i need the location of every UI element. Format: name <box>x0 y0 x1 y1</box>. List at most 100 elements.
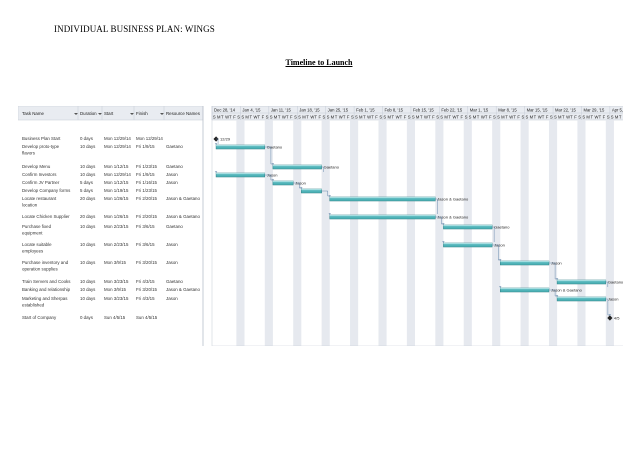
dependency-arrow-icon <box>214 143 218 145</box>
day-letter: T <box>534 115 537 120</box>
bar-resource-label: Gaetano <box>267 145 283 150</box>
day-letter: W <box>424 115 428 120</box>
task-name: Locate restaurant <box>22 196 57 201</box>
dependency-arrow-icon <box>499 259 502 261</box>
day-letter: T <box>392 115 395 120</box>
dependency-arrow-icon <box>271 163 275 165</box>
dependency-link <box>605 281 609 287</box>
sort-arrow-icon <box>98 113 102 115</box>
task-duration: 10 days <box>80 287 96 292</box>
task-start: Mon 1/26/15 <box>104 214 129 219</box>
task-start: Mon 3/23/15 <box>104 279 129 284</box>
bar-resource-label: Gaetano <box>608 280 623 285</box>
bar-resource-label: Jason & Gaetano <box>437 215 469 220</box>
week-label: Jan 11, '15 <box>271 108 292 113</box>
day-letter: S <box>440 115 443 120</box>
task-name: location <box>22 203 38 208</box>
dependency-link <box>264 174 273 181</box>
task-resources: Jason <box>166 260 178 265</box>
task-bar-highlight <box>272 181 294 183</box>
milestone-diamond-icon <box>607 315 613 321</box>
day-letter: T <box>570 115 573 120</box>
day-letter: F <box>233 115 236 120</box>
task-finish: Fri 2/20/15 <box>136 214 158 219</box>
weekend-shade <box>293 120 302 346</box>
task-finish: Fri 1/23/15 <box>136 164 158 169</box>
task-duration: 10 days <box>80 296 96 301</box>
day-letter: W <box>396 115 400 120</box>
task-finish: Fri 3/20/15 <box>136 287 158 292</box>
week-label: Feb 1, '15 <box>356 108 375 113</box>
day-letter: S <box>237 115 240 120</box>
dependency-arrow-icon <box>499 286 502 288</box>
day-letter: F <box>432 115 435 120</box>
week-label: Mar 1, '15 <box>470 108 489 113</box>
weekend-shade <box>236 120 245 346</box>
day-letter: S <box>270 115 273 120</box>
sort-arrow-icon <box>130 113 134 115</box>
day-letter: W <box>595 115 599 120</box>
day-letter: S <box>266 115 269 120</box>
day-letter: F <box>603 115 606 120</box>
weekend-shade <box>605 120 614 346</box>
weekend-shade <box>463 120 472 346</box>
weekend-shade <box>520 120 529 346</box>
week-label: Mar 29, '15 <box>583 108 604 113</box>
task-resources: Gaetano <box>166 279 183 284</box>
task-duration: 10 days <box>80 144 96 149</box>
day-letter: T <box>477 115 480 120</box>
day-letter: F <box>318 115 321 120</box>
day-letter: T <box>448 115 451 120</box>
dependency-arrow-icon <box>442 241 445 243</box>
task-duration: 10 days <box>80 279 96 284</box>
day-letter: W <box>538 115 542 120</box>
task-name: Develop proto-type <box>22 144 60 149</box>
task-finish: Mon 12/29/14 <box>136 136 163 141</box>
weekend-shade <box>264 120 273 346</box>
task-resources: Gaetano <box>166 144 183 149</box>
task-bar-highlight <box>216 173 265 175</box>
task-duration: 0 days <box>80 136 94 141</box>
bar-resource-label: Gaetano <box>324 165 340 170</box>
dependency-arrow-icon <box>555 278 559 280</box>
dependency-link <box>216 138 219 144</box>
task-resources: Gaetano <box>166 164 183 169</box>
task-name: Marketing and Sherpas <box>22 296 68 301</box>
task-duration: 20 days <box>80 196 96 201</box>
day-letter: M <box>331 115 335 120</box>
day-letter: W <box>310 115 314 120</box>
day-letter: S <box>607 115 610 120</box>
task-name: Develop Company forms <box>22 188 71 193</box>
task-finish: Sun 4/5/15 <box>136 315 158 320</box>
weekend-shade <box>321 120 330 346</box>
task-duration: 10 days <box>80 164 96 169</box>
task-name: Confirm Investors <box>22 172 57 177</box>
day-letter: M <box>530 115 534 120</box>
task-name: Confirm JV Partner <box>22 180 60 185</box>
day-letter: T <box>542 115 545 120</box>
milestone-label: 4/5 <box>614 316 620 321</box>
day-letter: T <box>229 115 232 120</box>
bar-resource-label: Jason <box>608 297 619 302</box>
day-letter: W <box>254 115 258 120</box>
column-header: Resource Names <box>166 111 201 116</box>
weekend-shade <box>492 120 501 346</box>
day-letter: W <box>509 115 513 120</box>
day-letter: M <box>501 115 505 120</box>
task-name: employees <box>22 249 44 254</box>
day-letter: T <box>258 115 261 120</box>
task-name: flavors <box>22 151 36 156</box>
column-header: Duration <box>80 111 97 116</box>
day-letter: W <box>481 115 485 120</box>
weekend-shade <box>406 120 415 346</box>
task-finish: Fri 3/20/15 <box>136 260 158 265</box>
dependency-arrow-icon <box>442 223 445 225</box>
task-bar-highlight <box>272 165 322 167</box>
day-letter: M <box>274 115 278 120</box>
day-letter: T <box>590 115 593 120</box>
column-header: Start <box>104 111 114 116</box>
day-letter: S <box>355 115 358 120</box>
day-letter: S <box>550 115 553 120</box>
task-finish: Fri 4/3/15 <box>136 296 155 301</box>
